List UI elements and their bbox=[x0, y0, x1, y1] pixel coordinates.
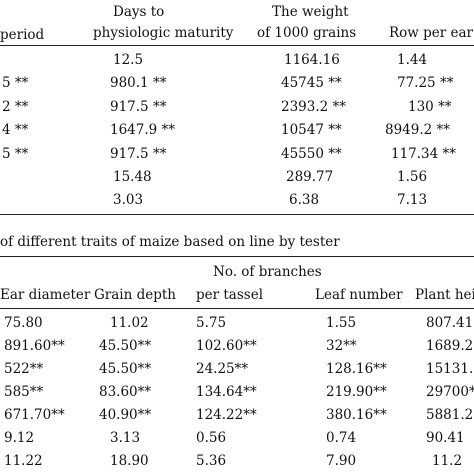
cell: 24.25** bbox=[196, 361, 249, 377]
cell: 671.70** bbox=[4, 407, 65, 423]
cell: 45.50** bbox=[99, 338, 152, 354]
cell: 3.03 bbox=[113, 192, 144, 208]
cell: 5.36 bbox=[196, 453, 227, 469]
table1-header-rule bbox=[0, 45, 474, 46]
cell: 7.90 bbox=[326, 453, 357, 469]
cell: 0.74 bbox=[326, 430, 357, 446]
cell: 15131.2 bbox=[426, 361, 474, 377]
cell: 124.22** bbox=[196, 407, 257, 423]
cell: 11.2 bbox=[432, 453, 463, 469]
cell: 917.5 ** bbox=[110, 146, 167, 162]
cell: 980.1 ** bbox=[110, 75, 167, 91]
header-grain-depth: Grain depth bbox=[94, 287, 176, 303]
cell: 1.55 bbox=[326, 315, 357, 331]
header-weight-line2: of 1000 grains bbox=[257, 25, 357, 41]
cell: 117.34 ** bbox=[391, 146, 457, 162]
header-days-line1: Days to bbox=[113, 4, 165, 20]
cell: 5 ** bbox=[2, 75, 29, 91]
cell: 1.44 bbox=[397, 52, 428, 68]
cell: 45.50** bbox=[99, 361, 152, 377]
cell: 8949.2 ** bbox=[385, 122, 451, 138]
cell: 134.64** bbox=[196, 384, 257, 400]
cell: 11.02 bbox=[110, 315, 149, 331]
cell: 45745 ** bbox=[281, 75, 342, 91]
cell: 522** bbox=[4, 361, 44, 377]
table2-caption: of different traits of maize based on li… bbox=[0, 234, 340, 250]
cell: 128.16** bbox=[326, 361, 387, 377]
cell: 5 ** bbox=[2, 146, 29, 162]
table2-header-rule bbox=[0, 308, 474, 309]
cell: 585** bbox=[4, 384, 44, 400]
header-branches-line2: per tassel bbox=[196, 287, 264, 303]
cell: 45550 ** bbox=[281, 146, 342, 162]
cell: 3.13 bbox=[110, 430, 141, 446]
cell: 219.90** bbox=[326, 384, 387, 400]
cell: 9.12 bbox=[4, 430, 35, 446]
cell: 1164.16 bbox=[284, 52, 340, 68]
cell: 32** bbox=[326, 338, 357, 354]
cell: 4 ** bbox=[2, 122, 29, 138]
cell: 40.90** bbox=[99, 407, 152, 423]
cell: 10547 ** bbox=[281, 122, 342, 138]
cell: 5881.2 bbox=[426, 407, 474, 423]
header-weight-line1: The weight bbox=[272, 4, 349, 20]
cell: 15.48 bbox=[113, 169, 152, 185]
cell: 2 ** bbox=[2, 99, 29, 115]
header-leaf-number: Leaf number bbox=[315, 287, 403, 303]
header-row-per-ear: Row per ear bbox=[389, 25, 474, 41]
cell: 90.41 bbox=[426, 430, 465, 446]
cell: 83.60** bbox=[99, 384, 152, 400]
cell: 5.75 bbox=[196, 315, 227, 331]
cell: 75.80 bbox=[4, 315, 43, 331]
header-ear-diameter: Ear diameter bbox=[0, 287, 91, 303]
header-plant-height: Plant heig bbox=[415, 287, 474, 303]
cell: 29700* bbox=[426, 384, 474, 400]
header-branches-line1: No. of branches bbox=[213, 264, 322, 280]
header-period: period bbox=[0, 27, 45, 43]
cell: 380.16** bbox=[326, 407, 387, 423]
cell: 130 ** bbox=[408, 99, 452, 115]
cell: 18.90 bbox=[110, 453, 149, 469]
cell: 102.60** bbox=[196, 338, 257, 354]
cell: 11.22 bbox=[4, 453, 43, 469]
cell: 0.56 bbox=[196, 430, 227, 446]
table2-top-rule bbox=[0, 256, 474, 257]
table1-bottom-rule bbox=[0, 214, 474, 215]
cell: 12.5 bbox=[113, 52, 144, 68]
cell: 2393.2 ** bbox=[281, 99, 347, 115]
cell: 1647.9 ** bbox=[110, 122, 176, 138]
cell: 891.60** bbox=[4, 338, 65, 354]
cell: 1.56 bbox=[397, 169, 428, 185]
cell: 289.77 bbox=[286, 169, 334, 185]
cell: 917.5 ** bbox=[110, 99, 167, 115]
header-days-line2: physiologic maturity bbox=[93, 25, 234, 41]
cell: 6.38 bbox=[289, 192, 320, 208]
cell: 7.13 bbox=[397, 192, 428, 208]
cell: 807.41 bbox=[426, 315, 474, 331]
cell: 77.25 ** bbox=[397, 75, 454, 91]
cell: 1689.20 bbox=[426, 338, 474, 354]
